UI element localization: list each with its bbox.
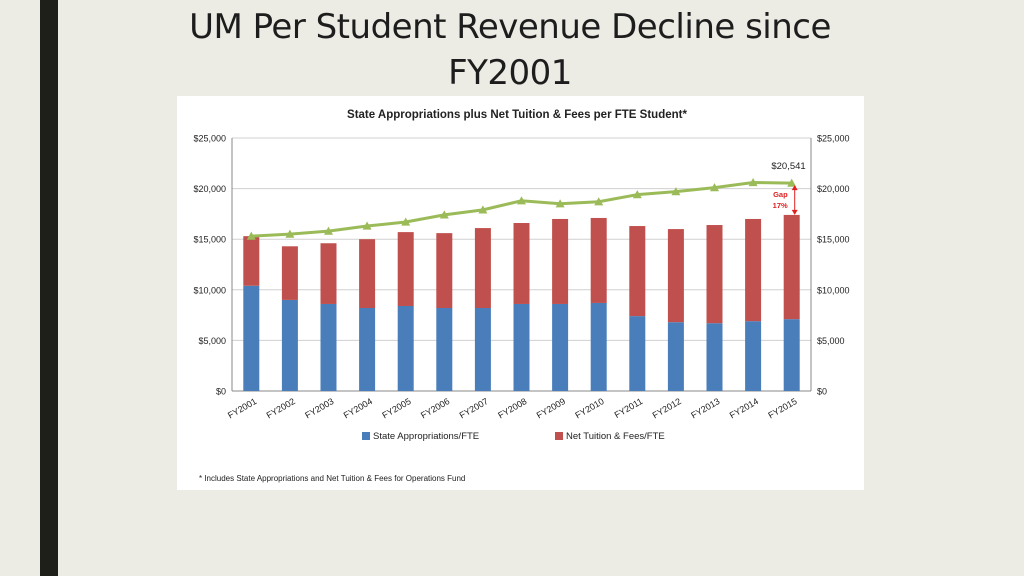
revenue-chart: State Appropriations plus Net Tuition & … <box>193 109 850 442</box>
x-tick-label: FY2004 <box>342 396 374 420</box>
line-marker <box>246 231 256 240</box>
y-axis-left: $0 $5,000 $10,000 $15,000 $20,000 $25,000 <box>193 134 226 397</box>
x-tick-label: FY2009 <box>535 396 567 420</box>
line-marker <box>285 229 295 238</box>
legend-swatch <box>555 432 563 440</box>
legend: State Appropriations/FTE Net Tuition & Fe… <box>362 431 665 442</box>
line-marker <box>439 210 449 219</box>
bar-state-appropriations <box>320 303 337 391</box>
line-marker <box>401 217 411 226</box>
x-tick-label: FY2003 <box>303 396 335 420</box>
legend-swatch <box>362 432 370 440</box>
x-tick-label: FY2010 <box>573 396 605 420</box>
line-marker <box>787 178 797 187</box>
line-marker <box>594 197 604 206</box>
y-tick-label-left: $0 <box>216 387 226 397</box>
line-marker <box>748 178 758 187</box>
x-axis-labels: FY2001 FY2002 FY2003 FY2004 FY2005 FY2006 FY20… <box>226 396 799 420</box>
x-tick-label: FY2015 <box>766 396 798 420</box>
line-marker <box>362 221 372 230</box>
last-value-label: $20,541 <box>771 161 805 172</box>
y-tick-label-right: $0 <box>817 387 827 397</box>
left-accent-bar <box>40 0 58 576</box>
x-tick-label: FY2001 <box>226 396 258 420</box>
x-tick-label: FY2012 <box>651 396 683 420</box>
line-marker <box>710 183 719 192</box>
bar-state-appropriations <box>281 299 298 391</box>
bar-state-appropriations <box>745 321 762 391</box>
y-tick-label-left: $20,000 <box>193 184 226 194</box>
line-marker <box>324 226 333 235</box>
x-tick-label: FY2006 <box>419 396 451 420</box>
y-tick-label-right: $10,000 <box>817 285 850 295</box>
bar-state-appropriations <box>629 316 646 391</box>
gap-arrow-head-down <box>791 209 798 215</box>
bar-net-tuition <box>281 246 298 300</box>
line-marker <box>555 199 565 208</box>
bar-net-tuition <box>474 228 491 309</box>
chart-title: State Appropriations plus Net Tuition & … <box>347 109 687 121</box>
bar-net-tuition <box>783 214 800 320</box>
legend-label: State Appropriations/FTE <box>373 431 479 442</box>
x-tick-label: FY2008 <box>496 396 528 420</box>
y-tick-label-right: $5,000 <box>817 336 845 346</box>
bar-net-tuition <box>320 243 337 304</box>
bar-net-tuition <box>590 217 607 303</box>
bar-net-tuition <box>552 218 569 304</box>
y-axis-right: $0 $5,000 $10,000 $15,000 $20,000 $25,000 <box>817 134 850 397</box>
bar-net-tuition <box>667 229 684 323</box>
y-tick-label-right: $25,000 <box>817 134 850 144</box>
gap-label: Gap <box>773 190 788 199</box>
line-marker <box>632 190 642 199</box>
bar-net-tuition <box>243 236 260 286</box>
x-tick-label: FY2011 <box>613 396 645 420</box>
bar-net-tuition <box>745 218 762 322</box>
bar-state-appropriations <box>513 303 530 391</box>
slide-title: UM Per Student Revenue Decline since FY2… <box>189 7 831 93</box>
total-line <box>246 178 797 240</box>
line-marker <box>671 187 681 196</box>
x-tick-label: FY2013 <box>689 396 721 420</box>
y-tick-label-right: $20,000 <box>817 184 850 194</box>
bar-state-appropriations <box>783 319 800 391</box>
bar-state-appropriations <box>436 308 453 391</box>
line-marker <box>478 205 488 214</box>
bar-state-appropriations <box>590 302 607 391</box>
line-marker <box>517 196 526 205</box>
y-tick-label-left: $10,000 <box>193 285 226 295</box>
gap-arrow-head-up <box>791 185 798 191</box>
x-tick-label: FY2014 <box>728 396 760 420</box>
bar-state-appropriations <box>706 323 723 391</box>
bar-state-appropriations <box>243 285 260 391</box>
legend-label: Net Tuition & Fees/FTE <box>566 431 665 442</box>
bar-state-appropriations <box>359 308 376 391</box>
x-tick-label: FY2005 <box>380 396 412 420</box>
x-tick-label: FY2007 <box>458 396 490 420</box>
bars <box>243 214 800 391</box>
bar-state-appropriations <box>397 305 414 391</box>
bar-state-appropriations <box>667 322 684 391</box>
bar-net-tuition <box>513 223 530 304</box>
annotations: $20,541 Gap 17% <box>771 161 806 215</box>
footnote: * Includes State Appropriations and Net … <box>199 474 466 483</box>
bar-net-tuition <box>397 232 414 306</box>
bar-net-tuition <box>359 239 376 309</box>
y-tick-label-right: $15,000 <box>817 235 850 245</box>
bar-state-appropriations <box>474 308 491 391</box>
y-tick-label-left: $25,000 <box>193 134 226 144</box>
bar-state-appropriations <box>552 303 569 391</box>
bar-net-tuition <box>629 226 646 317</box>
chart-card: State Appropriations plus Net Tuition & … <box>177 96 864 490</box>
bar-net-tuition <box>706 225 723 324</box>
bar-net-tuition <box>436 233 453 309</box>
gap-percent-label: 17% <box>773 201 788 210</box>
y-tick-label-left: $15,000 <box>193 235 226 245</box>
x-tick-label: FY2002 <box>265 396 297 420</box>
y-tick-label-left: $5,000 <box>198 336 226 346</box>
